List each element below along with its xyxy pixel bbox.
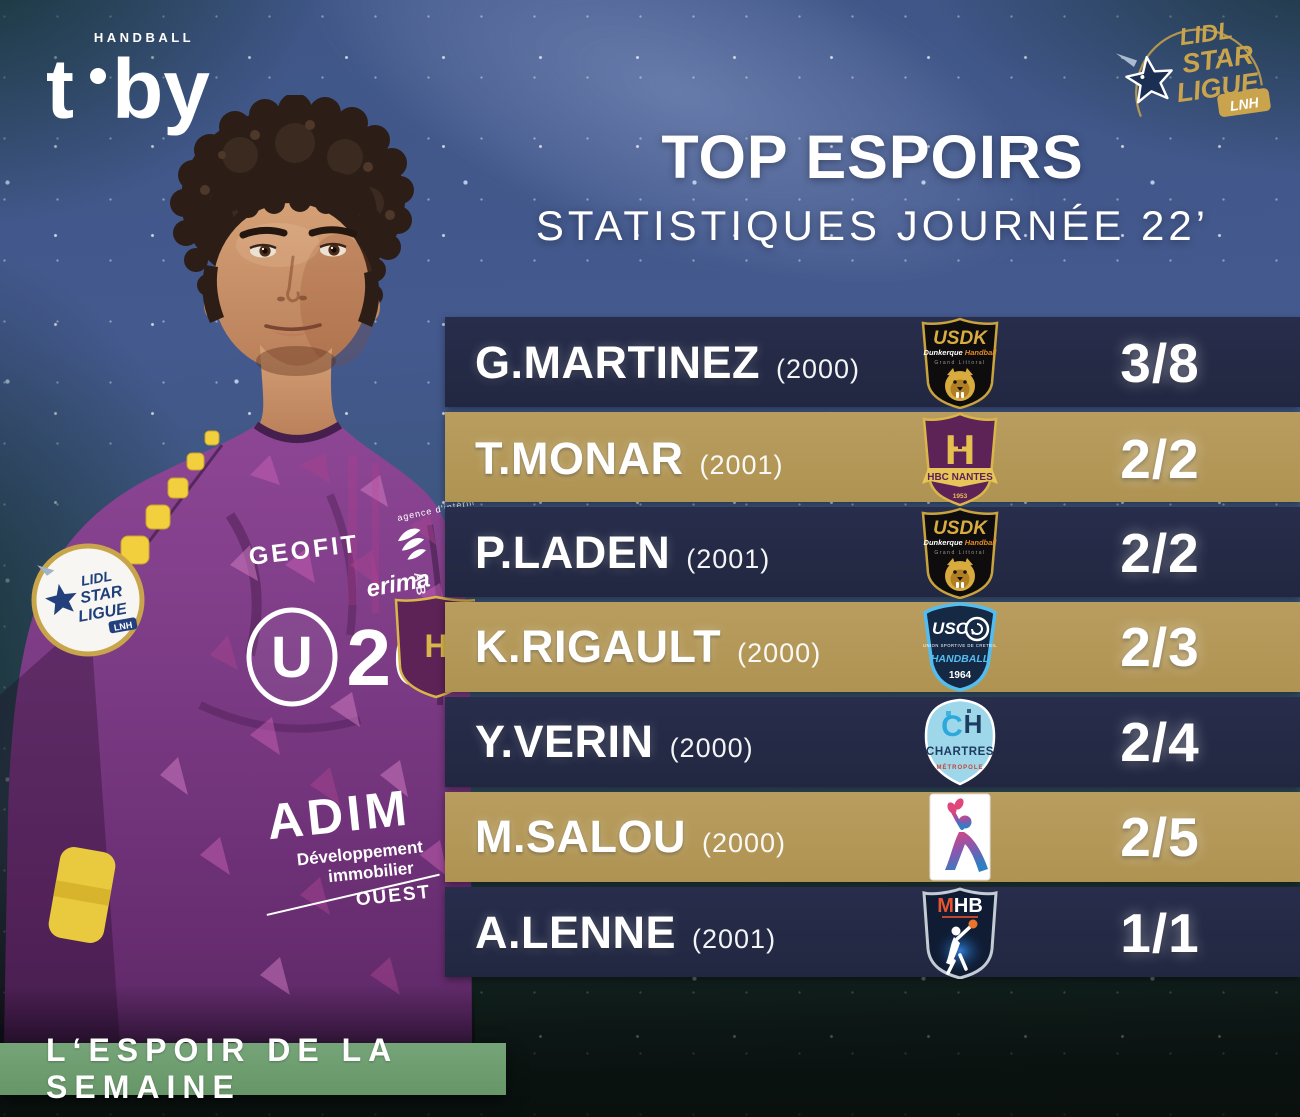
page-title: TOP ESPOIRS bbox=[661, 123, 1084, 191]
usc-union: UNION SPORTIVE DE CRETEIL bbox=[923, 643, 997, 648]
svg-text:MHB: MHB bbox=[937, 895, 983, 917]
chartres-ch-mark-icon: C H bbox=[941, 709, 982, 743]
player-name: Y.VERIN bbox=[475, 716, 654, 767]
tiby-word-t: t bbox=[46, 42, 74, 136]
table-row: G.MARTINEZ (2000) USDK Dunkerque Handball… bbox=[445, 317, 1300, 409]
player-birth-year: (2001) bbox=[692, 924, 777, 954]
sponsor-adim-block: ADIM Développement immobilier OUEST bbox=[264, 779, 440, 916]
nose bbox=[286, 255, 300, 303]
mhb-montpellier-club-logo: MHB bbox=[900, 887, 1020, 979]
usc-creteil-club-logo: USC UNION SPORTIVE DE CRETEIL HANDBALL 1… bbox=[900, 602, 1020, 692]
svg-text:USDK: USDK bbox=[933, 518, 988, 539]
star-icon bbox=[1125, 55, 1173, 104]
table-row: T.MONAR (2001) H HBC NANTES 1953 2/2 bbox=[445, 412, 1300, 506]
yellow-arm-band bbox=[48, 847, 116, 943]
lidl-starligue-sleeve-patch: LIDL STAR LIGUE LNH bbox=[31, 543, 145, 657]
lnh-badge bbox=[1217, 88, 1271, 117]
table-row: K.RIGAULT (2000) USC UNION SPORTIVE DE CR… bbox=[445, 602, 1300, 692]
chartres-name: CHARTRES bbox=[926, 746, 994, 758]
gold-swoosh-icon bbox=[1135, 28, 1263, 117]
left-eyebrow bbox=[239, 226, 288, 239]
hbc-nantes-club-logo: H HBC NANTES 1953 bbox=[900, 412, 1020, 506]
usc-ram-icon bbox=[964, 616, 990, 642]
chartres-sub: MÉTROPOLE bbox=[936, 763, 983, 771]
jersey-pattern bbox=[160, 453, 448, 995]
svg-text:C: C bbox=[941, 710, 963, 743]
hbc-letter: H bbox=[945, 426, 975, 473]
table-row: A.LENNE (2001) MHB bbox=[445, 887, 1300, 979]
svg-text:U: U bbox=[271, 625, 313, 690]
player-birth-year: (2000) bbox=[669, 733, 754, 763]
player-name: P.LADEN bbox=[475, 527, 671, 578]
face bbox=[213, 203, 376, 371]
player-name: M.SALOU bbox=[475, 811, 686, 862]
table-row: Y.VERIN (2000) C H CHARTRES MÉTROPOLE 2/4 bbox=[445, 697, 1300, 787]
tiby-handball-logo: HANDBALL t by bbox=[26, 16, 231, 141]
hbc-year: 1953 bbox=[953, 493, 968, 500]
svg-text:H: H bbox=[424, 628, 447, 664]
stat-value: 1/1 bbox=[1120, 902, 1200, 964]
shark-eye-icon bbox=[1140, 74, 1145, 79]
mouth bbox=[264, 323, 322, 332]
svg-text:H: H bbox=[964, 709, 983, 739]
stat-value: 2/2 bbox=[1120, 428, 1200, 490]
right-eyebrow bbox=[308, 226, 358, 238]
usc-abbr: USC bbox=[932, 619, 969, 638]
patch-lnh: LNH bbox=[113, 620, 133, 633]
tiby-tagline: HANDBALL bbox=[94, 30, 194, 45]
player-name: A.LENNE bbox=[475, 907, 677, 958]
usdk-abbr: USDK bbox=[933, 328, 988, 349]
player-birth-year: (2000) bbox=[702, 828, 787, 858]
usdk-lion-icon bbox=[945, 368, 975, 401]
table-row: P.LADEN (2001) USDK Dunkerque Handball Gr… bbox=[445, 507, 1300, 599]
svg-text:Dunkerque Handball: Dunkerque Handball bbox=[924, 538, 998, 547]
table-row: M.SALOU (2000) bbox=[445, 792, 1300, 882]
player-name: G.MARTINEZ bbox=[475, 337, 760, 388]
stat-value: 3/8 bbox=[1120, 332, 1200, 394]
super-u-logo: U bbox=[246, 607, 338, 707]
player-birth-year: (2001) bbox=[686, 544, 771, 574]
usc-year: 1964 bbox=[949, 670, 972, 681]
patch-lidl: LIDL bbox=[80, 568, 113, 589]
usdk-region: Grand Littoral bbox=[934, 360, 985, 366]
player-birth-year: (2001) bbox=[699, 450, 784, 480]
usdk-lion-icon bbox=[945, 558, 975, 591]
figure-icon bbox=[945, 810, 988, 872]
player-birth-year: (2000) bbox=[775, 354, 861, 384]
collar bbox=[253, 421, 343, 443]
hbc-name: HBC NANTES bbox=[927, 472, 993, 483]
espoir-banner-label: L‘ESPOIR DE LA SEMAINE bbox=[46, 1032, 398, 1105]
mhb-player-silhouette-icon bbox=[946, 919, 978, 975]
usdk-club-logo: USDK Dunkerque Handball Grand Littoral bbox=[900, 507, 1020, 599]
usdk-club-logo: USDK Dunkerque Handball Grand Littoral bbox=[900, 317, 1020, 409]
stats-table: G.MARTINEZ (2000) USDK Dunkerque Handball… bbox=[445, 317, 1300, 979]
player-name: K.RIGAULT bbox=[475, 621, 722, 672]
lnh-badge-text: LNH bbox=[1229, 94, 1261, 114]
stat-value: 2/3 bbox=[1120, 616, 1200, 678]
svg-text:Dunkerque Handball: Dunkerque Handball bbox=[924, 348, 998, 357]
chartres-club-logo: C H CHARTRES MÉTROPOLE bbox=[900, 698, 1020, 786]
hair-fringe bbox=[202, 166, 381, 327]
mhb-tagline-bar bbox=[942, 916, 978, 918]
player-photo: LIDL STAR LIGUE LNH GEOFIT erima agence … bbox=[0, 93, 478, 1045]
stat-value: 2/5 bbox=[1120, 806, 1200, 868]
tiby-word-by: by bbox=[112, 42, 210, 136]
shark-fin-icon bbox=[1115, 53, 1138, 68]
svg-text:Grand Littoral: Grand Littoral bbox=[934, 550, 985, 556]
stat-value: 2/4 bbox=[1120, 711, 1200, 773]
erima-mark-icon bbox=[398, 528, 427, 560]
neck bbox=[256, 345, 340, 440]
player-name: T.MONAR bbox=[475, 433, 684, 484]
espoir-banner: L‘ESPOIR DE LA SEMAINE bbox=[0, 1032, 506, 1105]
lidl-starligue-logo: LIDL STAR LIGUE LNH bbox=[1107, 12, 1292, 135]
tiby-i-dot-icon bbox=[90, 68, 106, 84]
stat-value: 2/2 bbox=[1120, 522, 1200, 584]
player-birth-year: (2000) bbox=[737, 638, 822, 668]
usc-sport: HANDBALL bbox=[931, 653, 989, 665]
hbc-ribbon-icon bbox=[922, 468, 998, 487]
white-figure-club-logo bbox=[900, 792, 1020, 882]
page-subtitle: STATISTIQUES JOURNÉE 22’ bbox=[535, 202, 1210, 249]
